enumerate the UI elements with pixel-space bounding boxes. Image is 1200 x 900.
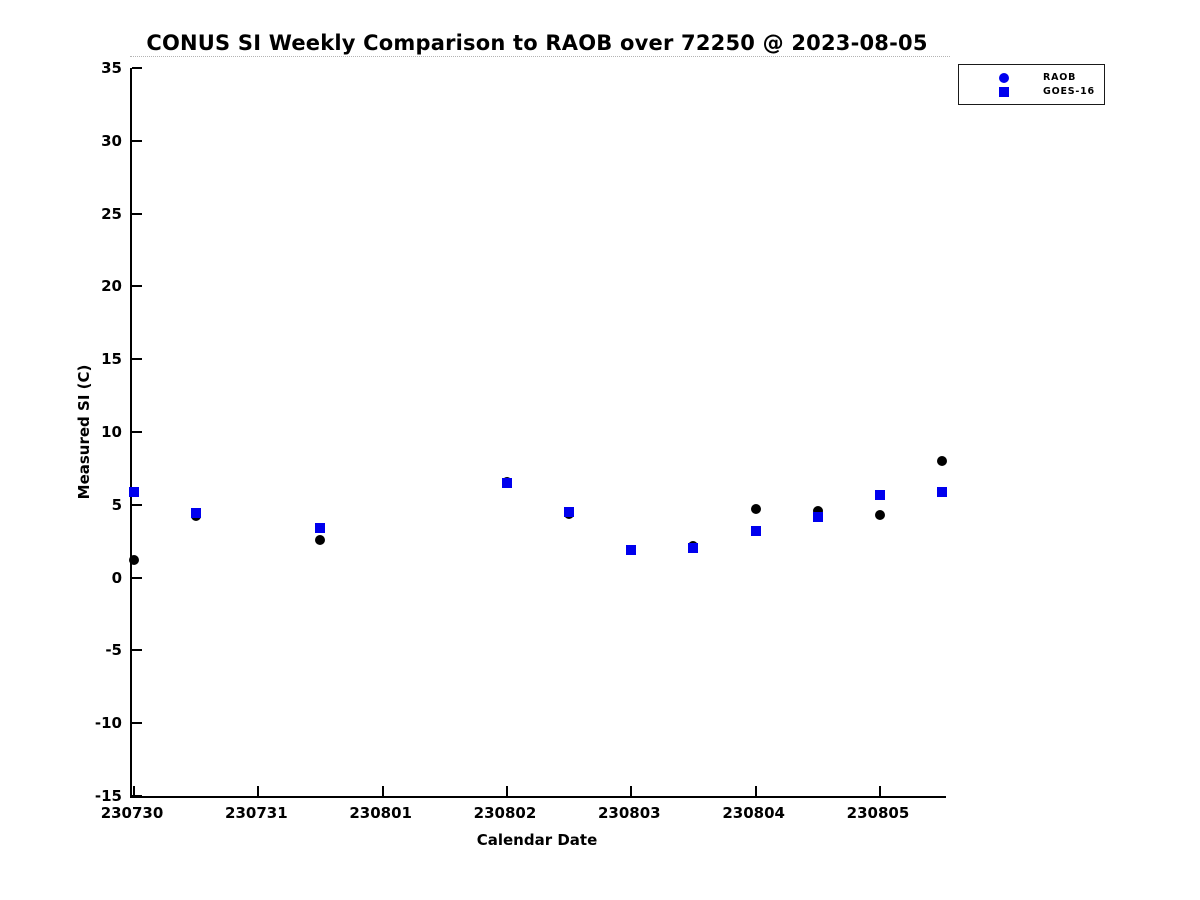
y-tick-mark — [132, 576, 142, 579]
square-icon — [999, 87, 1009, 97]
y-tick-label: -5 — [105, 641, 122, 660]
x-tick-label: 230804 — [722, 804, 785, 822]
y-tick-mark — [132, 285, 142, 288]
y-tick-mark — [132, 358, 142, 361]
y-tick-label: -15 — [94, 787, 122, 805]
chart-title: CONUS SI Weekly Comparison to RAOB over … — [146, 31, 928, 55]
data-point-goes-16 — [812, 512, 823, 523]
x-tick-mark — [257, 786, 260, 796]
y-tick-label: 25 — [101, 204, 122, 223]
x-axis-label: Calendar Date — [476, 831, 598, 849]
x-tick-label: 230731 — [225, 804, 288, 822]
data-point-goes-16 — [937, 487, 948, 498]
legend-box: RAOB GOES-16 — [958, 64, 1105, 105]
data-point-goes-16 — [564, 507, 575, 518]
plot-area — [129, 67, 948, 798]
data-point-raob — [812, 505, 823, 516]
y-tick-mark — [132, 212, 142, 215]
data-point-goes-16 — [501, 477, 512, 488]
data-point-goes-16 — [315, 523, 326, 534]
plot-top-border — [130, 56, 950, 57]
x-tick-label: 230730 — [100, 804, 164, 822]
legend-label: GOES-16 — [1043, 86, 1095, 97]
data-point-goes-16 — [129, 486, 139, 497]
x-tick-mark — [505, 786, 508, 796]
y-tick-mark — [132, 649, 142, 652]
y-tick-label: 15 — [101, 350, 122, 369]
x-tick-mark — [381, 786, 384, 796]
y-tick-label: 10 — [101, 423, 122, 441]
y-tick-mark — [132, 431, 142, 433]
y-tick-mark — [132, 722, 142, 725]
data-point-raob — [874, 509, 885, 520]
data-point-raob — [315, 534, 326, 545]
data-point-goes-16 — [688, 543, 699, 554]
x-tick-label: 230801 — [349, 804, 412, 822]
x-tick-label: 230805 — [846, 804, 910, 822]
y-tick-mark — [132, 795, 142, 797]
x-tick-label: 230803 — [598, 804, 661, 822]
data-point-raob — [937, 456, 948, 467]
x-tick-mark — [754, 786, 757, 796]
y-tick-label: 20 — [101, 277, 122, 296]
legend-row-goes-16: GOES-16 — [959, 85, 1104, 99]
y-tick-label: -10 — [94, 714, 122, 733]
y-tick-mark — [132, 139, 142, 142]
data-point-raob — [129, 555, 139, 566]
legend-row-raob: RAOB — [959, 71, 1104, 85]
legend-label: RAOB — [1043, 72, 1077, 83]
data-point-raob — [750, 504, 761, 515]
y-tick-label: 35 — [101, 59, 122, 77]
y-tick-label: 30 — [101, 131, 122, 150]
data-point-goes-16 — [626, 544, 637, 555]
y-tick-mark — [132, 67, 142, 69]
y-tick-label: 0 — [111, 568, 122, 587]
data-point-goes-16 — [191, 507, 202, 518]
x-tick-mark — [133, 786, 135, 796]
y-tick-mark — [132, 503, 142, 506]
x-tick-mark — [630, 786, 633, 796]
data-point-goes-16 — [750, 526, 761, 536]
y-tick-label: 5 — [111, 495, 122, 514]
x-tick-label: 230802 — [473, 804, 537, 822]
data-point-goes-16 — [874, 489, 885, 500]
x-tick-mark — [878, 786, 881, 796]
circle-icon — [999, 73, 1009, 83]
